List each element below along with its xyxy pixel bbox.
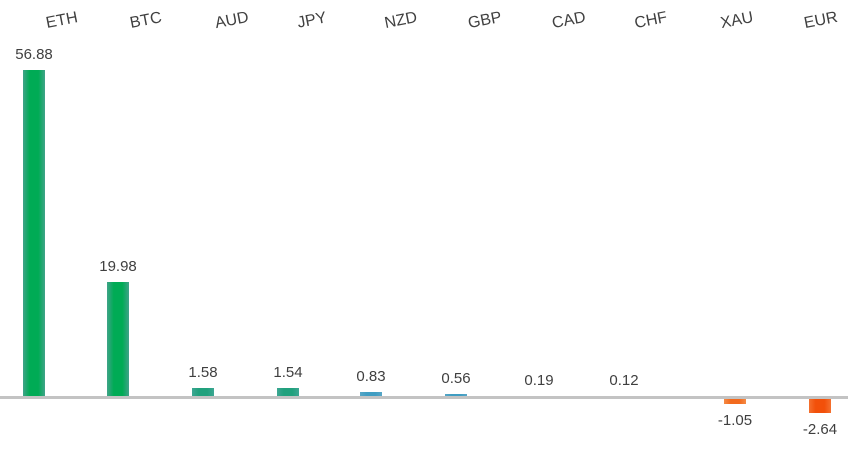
value-label: 19.98 [99, 258, 137, 275]
bar-eur [809, 398, 831, 413]
category-label: CAD [550, 8, 588, 33]
category-label: GBP [466, 8, 504, 33]
bar-jpy [277, 388, 299, 397]
value-label: 0.56 [441, 370, 471, 387]
bar-aud [192, 388, 214, 397]
category-label: XAU [719, 9, 755, 32]
value-label: 1.58 [188, 364, 218, 381]
category-label: AUD [213, 8, 251, 33]
category-label: CHF [633, 9, 669, 32]
bar-xau [724, 398, 746, 404]
category-label: JPY [295, 9, 328, 32]
bar-gbp [445, 394, 467, 397]
bar-eth [23, 70, 45, 397]
value-label: 1.54 [273, 364, 303, 381]
value-label: 0.19 [524, 372, 554, 389]
x-axis-line [0, 396, 848, 399]
category-label: NZD [383, 9, 419, 32]
bar-nzd [360, 392, 382, 397]
value-label: 56.88 [15, 46, 53, 63]
value-label: 0.83 [356, 368, 386, 385]
category-label: EUR [802, 8, 840, 33]
value-label: -1.05 [717, 412, 753, 429]
bar-btc [107, 282, 129, 397]
value-label: -2.64 [802, 421, 838, 438]
category-label: ETH [44, 9, 80, 32]
category-label: BTC [128, 9, 164, 32]
value-label: 0.12 [609, 372, 639, 389]
